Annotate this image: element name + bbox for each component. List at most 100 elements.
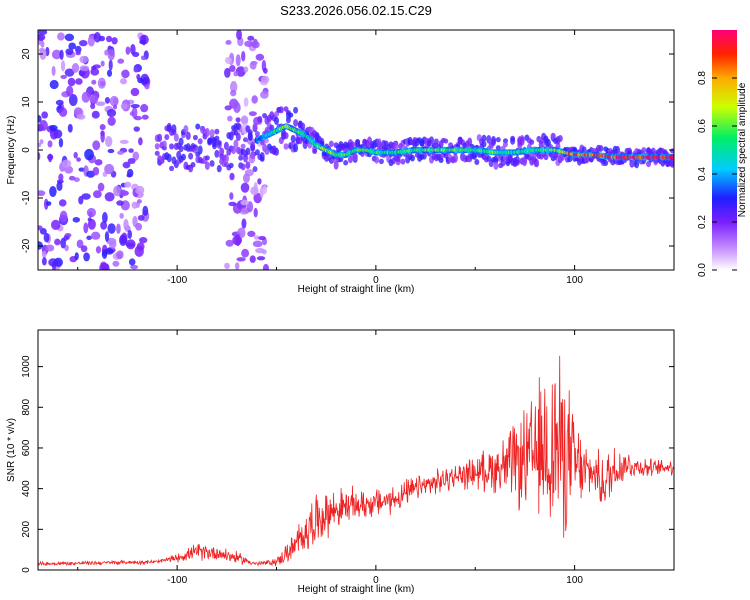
band-cell bbox=[646, 160, 652, 168]
noise-cell bbox=[263, 67, 268, 74]
band-cell bbox=[216, 139, 222, 146]
band-cell bbox=[493, 157, 499, 164]
noise-cell bbox=[49, 79, 59, 90]
band-cell bbox=[178, 145, 184, 153]
band-cell bbox=[214, 128, 220, 135]
x-tick-label: 100 bbox=[566, 275, 583, 286]
noise-cell bbox=[130, 103, 140, 109]
noise-cell bbox=[136, 73, 141, 80]
band-cell bbox=[400, 158, 406, 165]
noise-cell bbox=[107, 148, 115, 154]
band-cell bbox=[278, 106, 284, 114]
noise-cell bbox=[119, 234, 124, 244]
noise-cell bbox=[253, 235, 260, 240]
noise-cell bbox=[67, 77, 76, 87]
noise-cell bbox=[78, 195, 84, 205]
band-cell bbox=[409, 154, 415, 162]
noise-cell bbox=[225, 239, 234, 247]
noise-cell bbox=[241, 248, 250, 258]
noise-cell bbox=[112, 260, 120, 267]
noise-cell bbox=[80, 245, 88, 253]
band-cell bbox=[242, 153, 248, 163]
noise-cell bbox=[130, 43, 136, 55]
noise-cell bbox=[109, 95, 119, 107]
noise-cell bbox=[234, 262, 240, 270]
noise-cell bbox=[48, 258, 58, 267]
noise-cell bbox=[73, 151, 78, 159]
colorbar-tick-label: 0.6 bbox=[697, 119, 708, 133]
noise-cell bbox=[83, 222, 89, 234]
x-tick-label: -100 bbox=[167, 575, 187, 586]
noise-cell bbox=[50, 219, 61, 230]
band-cell bbox=[235, 122, 241, 131]
band-cell bbox=[550, 132, 556, 139]
noise-cell bbox=[251, 41, 260, 49]
band-cell bbox=[250, 144, 256, 152]
colorbar-label: Normalized spectral amplitude bbox=[737, 82, 748, 217]
band-cell bbox=[195, 123, 201, 130]
band-cell bbox=[374, 156, 380, 164]
band-cell bbox=[166, 122, 172, 131]
noise-cell bbox=[251, 95, 258, 104]
noise-cell bbox=[87, 218, 96, 230]
noise-cell bbox=[253, 181, 258, 194]
noise-cell bbox=[60, 237, 66, 249]
band-cell bbox=[669, 160, 674, 167]
noise-cell bbox=[233, 102, 241, 114]
noise-cell bbox=[64, 233, 72, 238]
noise-cell bbox=[135, 222, 143, 231]
noise-cell bbox=[249, 255, 256, 263]
noise-cell bbox=[75, 51, 81, 56]
band-cell bbox=[288, 112, 294, 118]
band-cell bbox=[240, 143, 246, 149]
noise-cell bbox=[130, 87, 140, 97]
band-cell bbox=[557, 135, 563, 143]
band-cell bbox=[242, 137, 248, 143]
band-cell bbox=[180, 153, 186, 161]
noise-cell bbox=[130, 264, 139, 270]
band-cell bbox=[393, 141, 399, 151]
band-cell bbox=[219, 147, 225, 156]
band-cell bbox=[183, 125, 189, 134]
noise-cell bbox=[229, 65, 236, 72]
noise-cell bbox=[136, 199, 142, 204]
noise-cell bbox=[83, 252, 90, 262]
colorbar-ticks: 0.0 0.2 0.4 0.6 0.8 bbox=[697, 71, 737, 277]
noise-cell bbox=[99, 124, 106, 131]
noise-cell bbox=[95, 245, 102, 254]
noise-cell bbox=[101, 249, 108, 259]
noise-cell bbox=[253, 192, 262, 204]
noise-cell bbox=[232, 203, 242, 214]
noise-cell bbox=[45, 244, 55, 252]
band-cell bbox=[603, 159, 609, 167]
noise-cell bbox=[38, 115, 42, 123]
noise-cell bbox=[260, 75, 270, 84]
noise-cell bbox=[236, 257, 246, 262]
noise-cell bbox=[38, 152, 41, 161]
noise-cell bbox=[59, 210, 68, 223]
band-cell bbox=[185, 131, 191, 141]
noise-cell bbox=[104, 163, 115, 175]
noise-cell bbox=[106, 108, 117, 118]
spectrogram-x-ticks: -100 0 100 bbox=[77, 30, 675, 286]
noise-cell bbox=[124, 181, 132, 188]
band-cell bbox=[154, 150, 160, 156]
noise-cell bbox=[39, 139, 44, 145]
chart-title: S233.2026.056.02.15.C29 bbox=[280, 3, 432, 18]
noise-cell bbox=[122, 161, 131, 169]
snr-y-label: SNR (10 * v/v) bbox=[6, 418, 17, 482]
noise-cell bbox=[76, 113, 86, 120]
noise-cell bbox=[95, 101, 106, 107]
noise-cell bbox=[235, 117, 241, 123]
noise-cell bbox=[108, 59, 113, 71]
noise-cell bbox=[72, 216, 81, 223]
band-cell bbox=[254, 131, 260, 137]
band-cell bbox=[178, 137, 184, 146]
noise-cell bbox=[74, 45, 82, 54]
band-cell bbox=[343, 160, 349, 166]
noise-cell bbox=[81, 91, 91, 103]
noise-cell bbox=[133, 115, 142, 121]
band-cell bbox=[533, 161, 539, 168]
noise-cell bbox=[141, 114, 149, 120]
band-cell bbox=[510, 137, 516, 145]
